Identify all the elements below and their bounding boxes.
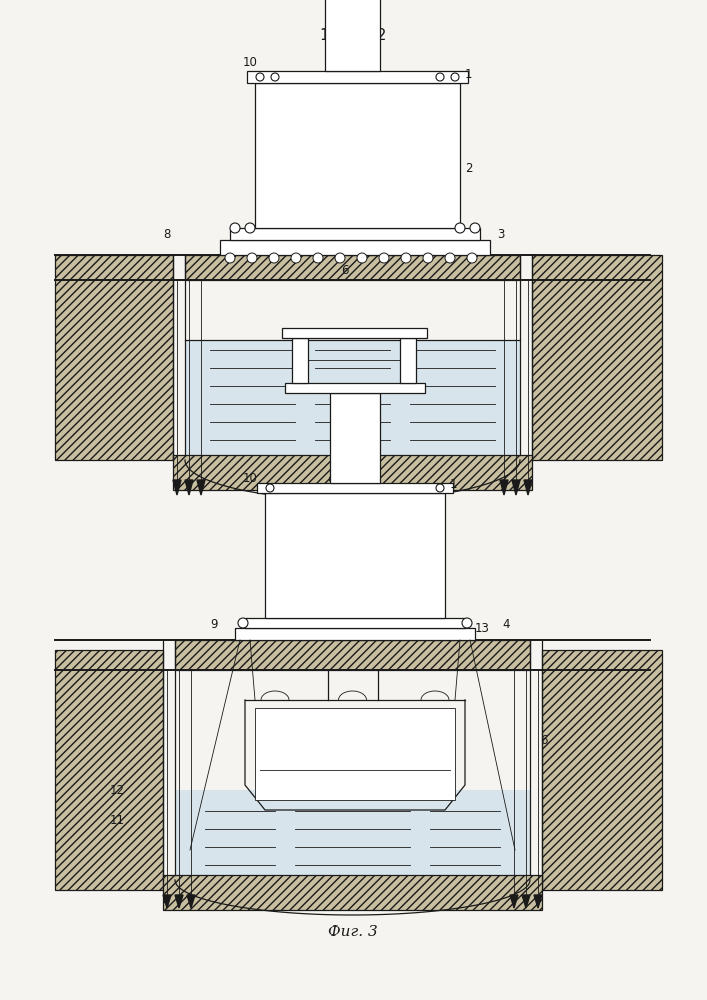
Bar (55, 255, 173, 460)
Polygon shape (512, 480, 520, 495)
Text: 10: 10 (243, 56, 258, 70)
Text: 13: 13 (475, 621, 490, 635)
Bar (255, 83, 460, 228)
Text: 1: 1 (465, 68, 472, 82)
Text: 10: 10 (243, 472, 258, 485)
Circle shape (266, 484, 274, 492)
Bar (235, 628, 475, 640)
Circle shape (401, 253, 411, 263)
Bar (265, 493, 445, 618)
Bar (330, 393, 380, 483)
Text: 12: 12 (110, 784, 125, 796)
Circle shape (256, 73, 264, 81)
Text: 1: 1 (450, 479, 457, 491)
Polygon shape (163, 895, 171, 908)
Bar (185, 255, 520, 280)
Bar (255, 708, 455, 800)
Bar (230, 228, 480, 240)
Circle shape (436, 73, 444, 81)
Polygon shape (524, 480, 532, 495)
Circle shape (470, 223, 480, 233)
Polygon shape (173, 480, 181, 495)
Polygon shape (197, 480, 205, 495)
Bar (245, 618, 465, 628)
Bar (292, 338, 308, 383)
Bar (175, 790, 530, 880)
Bar (173, 455, 532, 490)
Bar (175, 640, 530, 670)
Bar (532, 255, 662, 460)
Circle shape (445, 253, 455, 263)
Text: 3: 3 (497, 229, 504, 241)
Bar (257, 483, 453, 493)
Text: 8: 8 (163, 229, 170, 241)
Bar (542, 650, 662, 890)
Circle shape (462, 618, 472, 628)
Circle shape (247, 253, 257, 263)
Circle shape (291, 253, 301, 263)
Bar (285, 383, 425, 393)
Polygon shape (187, 895, 195, 908)
Bar (247, 71, 468, 83)
Circle shape (269, 253, 279, 263)
Text: 6: 6 (341, 263, 349, 276)
Text: 11: 11 (110, 814, 125, 826)
Bar (55, 650, 163, 890)
Circle shape (225, 253, 235, 263)
Bar (220, 240, 490, 255)
Circle shape (230, 223, 240, 233)
Circle shape (379, 253, 389, 263)
Circle shape (335, 253, 345, 263)
Bar (185, 340, 520, 460)
Circle shape (467, 253, 477, 263)
Circle shape (313, 253, 323, 263)
Text: Фиг. 3: Фиг. 3 (328, 925, 378, 939)
Polygon shape (185, 480, 193, 495)
Bar (325, 0, 380, 71)
Text: 9: 9 (210, 618, 218, 632)
Circle shape (245, 223, 255, 233)
Polygon shape (175, 895, 183, 908)
Circle shape (423, 253, 433, 263)
Circle shape (451, 73, 459, 81)
Text: 4: 4 (502, 618, 510, 632)
Bar (400, 338, 416, 383)
Text: 1017582: 1017582 (320, 27, 387, 42)
Text: 2: 2 (465, 161, 472, 174)
Circle shape (238, 618, 248, 628)
Text: Фиг. 2: Фиг. 2 (328, 473, 378, 487)
Bar (163, 875, 542, 910)
Circle shape (357, 253, 367, 263)
Circle shape (455, 223, 465, 233)
Polygon shape (510, 895, 518, 908)
Polygon shape (500, 480, 508, 495)
Bar (282, 328, 427, 338)
Circle shape (436, 484, 444, 492)
Text: 6: 6 (540, 734, 547, 746)
Circle shape (271, 73, 279, 81)
Polygon shape (534, 895, 542, 908)
Polygon shape (522, 895, 530, 908)
